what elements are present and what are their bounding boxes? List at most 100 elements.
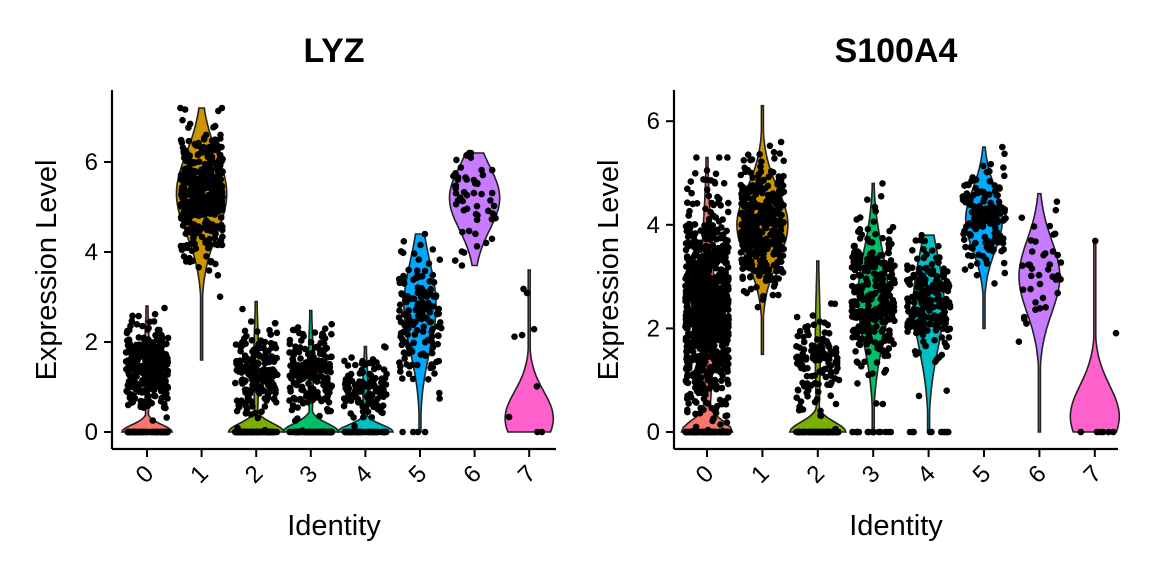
data-point (214, 272, 222, 279)
data-point (877, 428, 884, 436)
data-point (712, 280, 719, 288)
data-point (928, 314, 936, 322)
data-point (695, 336, 703, 343)
data-point (258, 367, 266, 375)
data-point (429, 271, 437, 279)
data-point (267, 371, 274, 379)
data-point (703, 186, 711, 193)
data-point (202, 237, 210, 245)
data-point (195, 151, 202, 158)
data-point (962, 198, 969, 206)
data-point (986, 204, 994, 212)
violin-7 (504, 269, 555, 433)
data-point (760, 177, 767, 184)
data-point (298, 383, 306, 391)
data-point (706, 378, 714, 385)
data-point (798, 362, 806, 369)
data-point (232, 428, 240, 436)
data-point (702, 176, 710, 184)
data-point (436, 256, 444, 264)
data-point (405, 345, 413, 352)
data-point (401, 322, 409, 329)
data-point (434, 332, 442, 339)
data-point (457, 194, 464, 201)
data-point (713, 382, 720, 390)
data-point (144, 392, 152, 400)
data-point (247, 318, 255, 325)
data-point (430, 293, 438, 300)
data-point (135, 334, 143, 341)
data-point (812, 379, 819, 387)
data-point (463, 191, 471, 199)
data-point (716, 328, 724, 336)
data-point (758, 250, 766, 257)
data-point (832, 400, 840, 408)
data-point (970, 191, 977, 199)
data-point (686, 207, 693, 215)
data-point (326, 428, 334, 436)
data-point (744, 194, 752, 202)
data-point (885, 249, 892, 256)
data-point (347, 428, 354, 436)
data-point (707, 208, 714, 216)
data-point (993, 228, 1001, 236)
data-point (882, 366, 890, 374)
data-point (991, 280, 998, 287)
data-point (1028, 272, 1035, 280)
data-point (994, 210, 1002, 218)
data-point (399, 375, 406, 382)
y-axis-title: Expression Level (31, 160, 63, 381)
data-point (218, 241, 226, 249)
data-point (940, 312, 948, 319)
data-point (259, 378, 267, 385)
data-point (972, 185, 980, 192)
data-point (773, 260, 781, 268)
data-point (684, 185, 691, 193)
data-point (296, 377, 303, 384)
data-point (151, 310, 159, 318)
data-point (124, 401, 132, 409)
data-point (473, 243, 481, 250)
data-point (821, 329, 829, 336)
data-point (801, 383, 808, 390)
data-point (684, 371, 691, 378)
data-point (770, 148, 778, 156)
data-point (813, 336, 821, 343)
data-point (140, 334, 148, 342)
data-point (819, 344, 826, 351)
data-point (879, 318, 886, 326)
data-point (817, 407, 824, 415)
data-point (479, 171, 487, 179)
data-point (327, 353, 335, 361)
data-point (212, 260, 219, 268)
data-point (409, 375, 417, 383)
points-6 (1015, 198, 1065, 346)
data-point (286, 372, 294, 380)
data-point (722, 236, 729, 243)
data-point (368, 414, 376, 421)
data-point (207, 210, 214, 217)
data-point (711, 178, 718, 186)
y-tick-label-6: 6 (85, 149, 98, 176)
data-point (311, 329, 319, 336)
data-point (488, 215, 496, 223)
data-point (683, 304, 691, 312)
data-point (707, 383, 714, 390)
data-point (1046, 222, 1054, 230)
data-point (923, 251, 930, 258)
y-tick-label-4: 4 (85, 239, 98, 266)
data-point (866, 238, 873, 246)
data-point (703, 247, 710, 255)
data-point (327, 368, 334, 376)
data-point (263, 367, 271, 374)
data-point (307, 360, 314, 367)
data-point (131, 395, 139, 402)
data-point (873, 323, 880, 330)
data-point (870, 218, 877, 225)
data-point (888, 240, 895, 248)
data-point (249, 403, 256, 410)
data-point (699, 383, 706, 391)
data-point (891, 317, 898, 325)
data-point (132, 365, 140, 373)
data-point (685, 242, 692, 250)
